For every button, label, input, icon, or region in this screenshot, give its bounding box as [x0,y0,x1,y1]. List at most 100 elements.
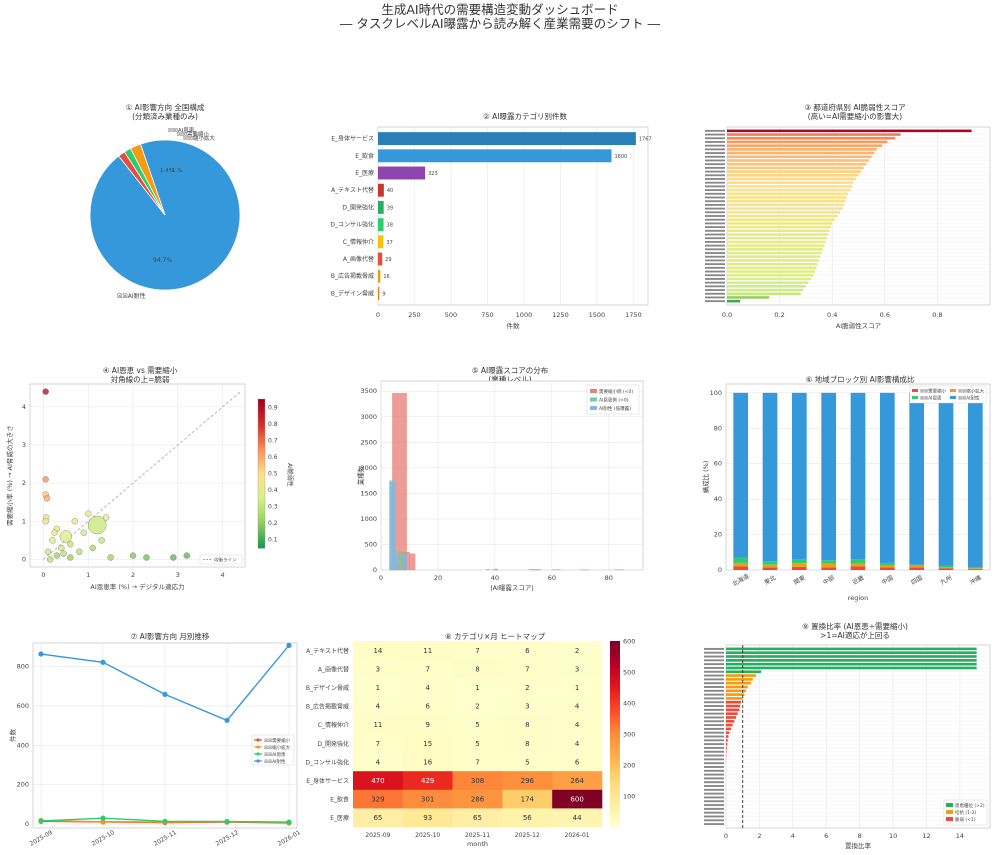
y-tick-label-redacted [704,716,724,719]
heatmap-cell-value: 329 [371,796,384,804]
stacked-bar-segment [880,392,895,563]
colorbar-segment [258,530,265,534]
heatmap-cell [552,734,603,753]
heatmap-cell [353,715,404,735]
y-tick-label: 500 [365,540,377,548]
y-tick-label: 0 [373,566,377,574]
y-tick-label-redacted [704,655,724,658]
colorbar-segment [258,421,265,425]
legend-marker [256,745,260,749]
bar [727,285,806,288]
y-tick-label-redacted [705,237,725,240]
bar [727,173,859,177]
y-tick-label: E_身体サービス [331,135,374,143]
heatmap-cell-value: 4 [575,703,580,711]
y-tick-label-redacted [705,129,725,132]
legend-label: ☒☒AI恩恵 [920,395,942,402]
bar [727,207,843,210]
y-tick-label: 0 [25,820,29,828]
panel9-title-line2: >1=AI適応が上回る [820,631,890,640]
heatmap-cell [502,641,553,660]
colorbar-segment [258,545,265,549]
scatter-point [98,537,105,544]
heatmap-cell-value: 93 [423,814,432,822]
x-tick-label: 2025-09 [29,829,54,848]
heatmap-row-label: A_テキスト代替 [306,647,349,655]
bar [378,252,383,266]
colorbar-segment [258,510,265,514]
y-tick-label: 80 [714,424,722,432]
y-tick-label-redacted [705,196,725,199]
x-tick-label: 沖縄 [968,574,982,587]
y-tick-label: 0 [22,555,26,563]
y-tick-label: 20 [714,531,722,539]
legend-label: 拮抗 (1-2) [955,809,977,816]
colorbar-segment [610,771,620,775]
heatmap-cell-value: 65 [373,814,382,822]
colorbar-segment [610,662,620,667]
x-tick-label: 0 [41,571,45,579]
heatmap-col-label: 2025-11 [465,832,490,839]
colorbar-tick-label: 600 [623,638,635,646]
colorbar-segment [258,433,265,437]
x-axis-label: AI脆弱性スコア [836,321,882,330]
colorbar-segment [258,403,265,407]
heatmap-cell [402,771,453,791]
colorbar-segment [610,765,620,769]
y-tick-label-redacted [705,229,725,232]
y-tick-label-redacted [705,233,725,236]
bar [727,177,856,181]
histogram-bar [395,553,399,571]
bar [727,211,841,214]
stacked-bar-segment [968,395,983,568]
stacked-bar-segment [733,562,748,567]
bar [726,685,748,689]
y-tick-label-redacted [704,659,724,662]
x-tick-label: 12 [922,832,930,840]
heatmap-cell-value: 6 [525,647,530,655]
heatmap-cell [552,715,603,735]
heatmap-cell [402,641,453,660]
bar [727,140,888,144]
heatmap-cell-value: 7 [376,740,380,748]
colorbar-segment [258,513,265,517]
colorbar-segment [258,436,265,440]
bar-value-label: 1600 [615,154,628,160]
stacked-bar-segment [762,564,778,568]
stacked-bar-segment [880,565,895,568]
series-point [162,818,168,824]
bar [727,185,852,188]
y-tick-label-redacted [705,259,725,262]
colorbar-segment [610,780,620,785]
x-tick-label: 3 [176,571,180,579]
y-tick-label-redacted [705,189,725,192]
stacked-bar-segment [880,562,895,566]
x-tick-label: 0.2 [774,311,784,319]
heatmap-cell [502,752,553,772]
colorbar-segment [610,755,620,760]
heatmap-cell [452,678,503,698]
bar [726,666,977,670]
y-tick-label: 100 [710,389,722,397]
colorbar-tick-label: 0.1 [268,537,278,544]
heatmap-cell-value: 11 [423,647,432,655]
bar [726,681,752,685]
colorbar-segment [258,441,265,445]
pie-category-label: ☒☒需要縮小 [177,130,209,138]
panel8-title-line1: ⑧ カテゴリ×月 ヒートマップ [444,632,546,641]
stacked-bar-segment [821,560,836,564]
panel1-title-line1: ① AI影響方向 全国構成 [125,103,205,112]
x-tick-label: 40 [491,574,499,582]
heatmap-row-label: E_医療 [330,814,349,822]
y-tick-label: C_情報仲介 [343,238,374,246]
colorbar-segment [610,656,620,661]
heatmap-cell [452,734,503,753]
bar [726,655,977,658]
colorbar-segment [258,473,265,477]
colorbar-tick-label: 0.7 [268,437,278,444]
colorbar-segment [258,471,265,474]
colorbar-segment [258,456,265,460]
colorbar-tick-label: 0.8 [268,421,278,428]
colorbar-segment [258,448,265,452]
legend-label: ☒☒縮小拡大 [264,744,291,751]
